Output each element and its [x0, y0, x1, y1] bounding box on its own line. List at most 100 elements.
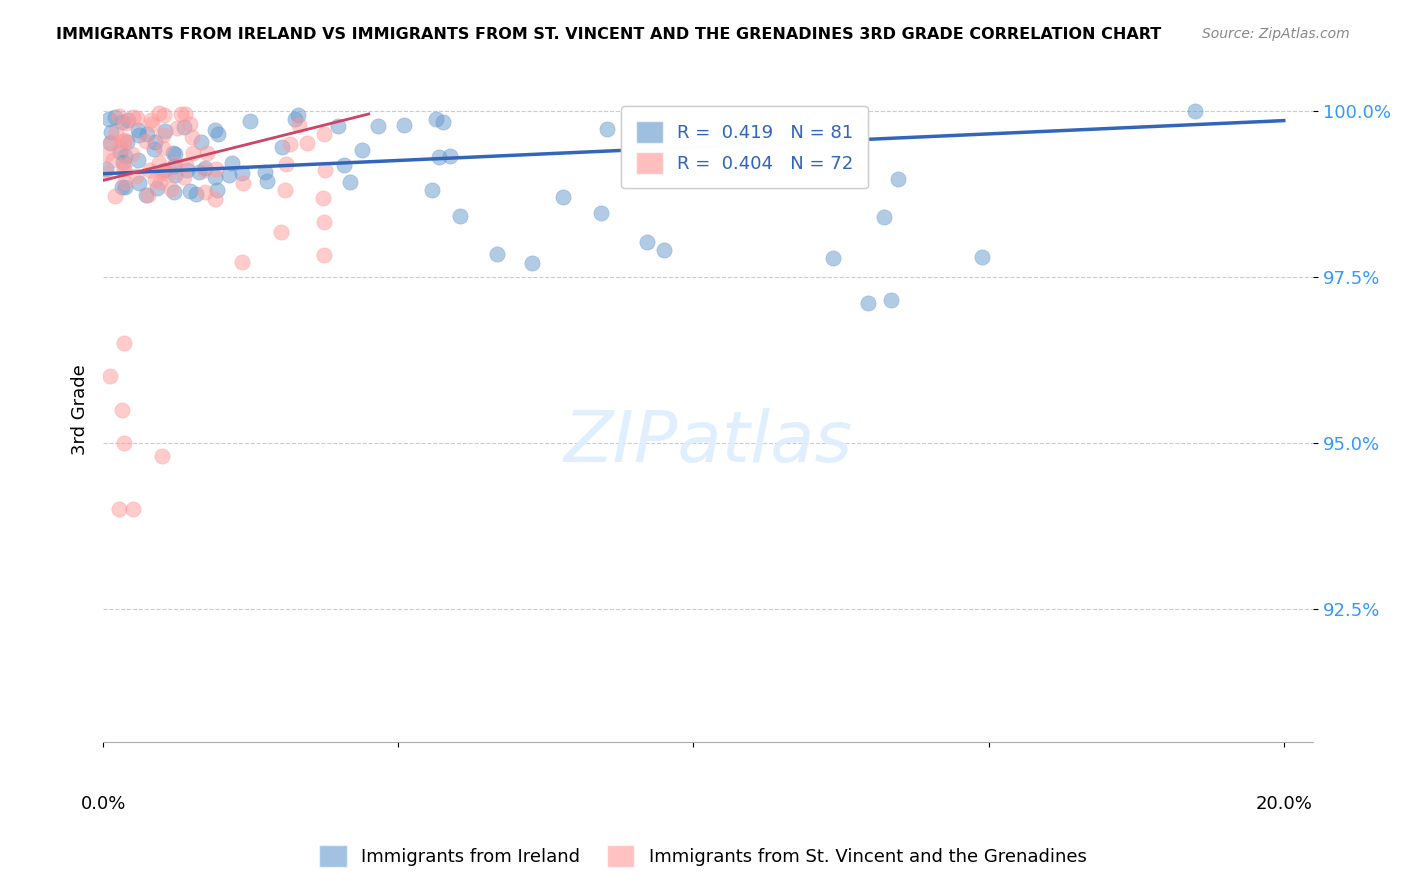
blue	[98, 136, 121, 151]
blue	[135, 187, 157, 202]
blue	[194, 161, 217, 176]
blue	[207, 127, 229, 141]
pink	[150, 164, 173, 178]
blue	[204, 123, 226, 137]
pink	[276, 156, 298, 170]
pink	[314, 127, 336, 141]
pink	[312, 248, 335, 262]
blue	[239, 114, 262, 128]
Text: 0.0%: 0.0%	[80, 795, 125, 813]
pink	[150, 449, 173, 463]
blue	[205, 183, 228, 197]
blue	[522, 256, 544, 270]
pink	[174, 158, 197, 172]
blue	[734, 124, 756, 138]
pink	[174, 106, 197, 120]
pink	[104, 188, 127, 202]
blue	[114, 149, 136, 163]
pink	[204, 162, 226, 177]
pink	[139, 112, 162, 127]
blue	[425, 112, 447, 127]
pink	[138, 187, 160, 202]
pink	[112, 336, 135, 351]
pink	[181, 130, 204, 145]
pink	[115, 116, 138, 130]
pink	[232, 176, 254, 190]
blue	[326, 120, 349, 134]
blue	[339, 175, 361, 189]
blue	[886, 172, 908, 186]
pink	[145, 173, 167, 187]
pink	[112, 158, 135, 172]
pink	[311, 190, 333, 204]
pink	[100, 136, 122, 150]
pink	[98, 369, 121, 384]
pink	[170, 107, 193, 121]
pink	[141, 116, 163, 130]
blue	[427, 150, 450, 164]
blue	[652, 243, 675, 257]
blue	[143, 136, 166, 150]
pink	[181, 146, 204, 161]
pink	[278, 137, 301, 152]
pink	[121, 146, 143, 161]
pink	[148, 106, 170, 120]
pink	[114, 175, 136, 189]
blue	[153, 162, 176, 177]
pink	[112, 134, 135, 148]
pink	[107, 109, 129, 123]
blue	[221, 156, 243, 170]
blue	[94, 161, 117, 176]
blue	[595, 122, 617, 136]
blue	[128, 128, 150, 143]
blue	[153, 124, 176, 138]
pink	[274, 183, 297, 197]
pink	[152, 128, 174, 142]
pink	[231, 255, 253, 269]
pink	[93, 166, 115, 180]
Text: ZIPatlas: ZIPatlas	[564, 409, 852, 477]
blue	[422, 183, 444, 197]
blue	[110, 180, 132, 194]
blue	[856, 296, 879, 310]
blue	[104, 110, 127, 124]
pink	[127, 111, 149, 125]
blue	[879, 293, 901, 308]
blue	[636, 235, 658, 250]
pink	[166, 121, 188, 136]
blue	[173, 120, 195, 135]
pink	[101, 153, 124, 167]
blue	[333, 158, 356, 172]
blue	[112, 154, 135, 169]
blue	[872, 211, 894, 225]
pink	[121, 502, 143, 516]
blue	[204, 170, 226, 185]
blue	[367, 119, 389, 133]
blue	[143, 142, 166, 156]
pink	[194, 185, 217, 199]
blue	[1184, 103, 1206, 118]
pink	[165, 157, 187, 171]
Text: Source: ZipAtlas.com: Source: ZipAtlas.com	[1202, 27, 1350, 41]
blue	[127, 123, 149, 137]
blue	[163, 159, 186, 173]
pink	[114, 133, 136, 147]
pink	[173, 169, 195, 184]
blue	[218, 169, 240, 183]
pink	[135, 134, 157, 148]
blue	[176, 163, 198, 178]
blue	[110, 115, 132, 129]
blue	[591, 206, 613, 220]
blue	[184, 187, 207, 202]
pink	[159, 182, 181, 196]
blue	[165, 147, 187, 161]
pink	[149, 175, 172, 189]
blue	[115, 135, 138, 149]
Text: IMMIGRANTS FROM IRELAND VS IMMIGRANTS FROM ST. VINCENT AND THE GRENADINES 3RD GR: IMMIGRANTS FROM IRELAND VS IMMIGRANTS FR…	[56, 27, 1161, 42]
blue	[146, 180, 169, 194]
pink	[314, 215, 336, 229]
pink	[152, 141, 174, 155]
blue	[821, 251, 844, 265]
blue	[271, 140, 294, 154]
pink	[122, 110, 145, 124]
